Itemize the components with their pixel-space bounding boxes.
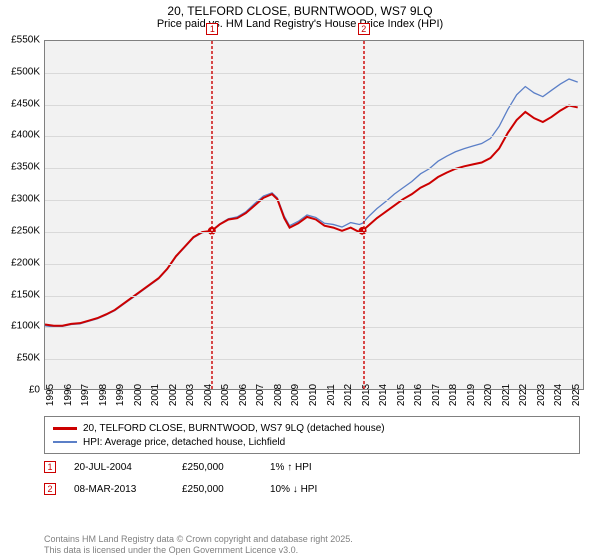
y-axis-label: £50K [0,353,40,364]
x-axis-label: 2005 [220,384,228,406]
x-axis-label: 2001 [150,384,158,406]
x-axis-label: 2004 [203,384,211,406]
plot-area: 1995199619971998199920002001200220032004… [44,40,584,390]
event-pct: 1% ↑ HPI [270,462,360,473]
title-line-2: Price paid vs. HM Land Registry's House … [0,18,600,32]
y-axis-label: £150K [0,289,40,300]
sale-band [211,41,213,389]
x-axis-label: 2019 [466,384,474,406]
y-axis-label: £200K [0,257,40,268]
x-axis-label: 2006 [238,384,246,406]
y-axis-label: £350K [0,162,40,173]
y-axis-label: £100K [0,321,40,332]
legend-swatch [53,441,77,443]
x-axis-label: 2015 [396,384,404,406]
legend-item-price-paid: 20, TELFORD CLOSE, BURNTWOOD, WS7 9LQ (d… [53,421,571,435]
event-date: 20-JUL-2004 [74,462,164,473]
legend-label: HPI: Average price, detached house, Lich… [83,437,285,448]
sale-marker-icon: 1 [206,23,218,35]
x-axis-label: 2016 [413,384,421,406]
event-marker-icon: 1 [44,461,56,473]
chart-svg [45,41,583,389]
x-axis-label: 2010 [308,384,316,406]
event-price: £250,000 [182,462,252,473]
x-axis-label: 2003 [185,384,193,406]
chart-container: 20, TELFORD CLOSE, BURNTWOOD, WS7 9LQ Pr… [0,0,600,560]
event-marker-icon: 2 [44,483,56,495]
x-axis-label: 2024 [553,384,561,406]
y-axis-label: £250K [0,225,40,236]
footer-line-1: Contains HM Land Registry data © Crown c… [44,534,353,545]
chart-area: 1995 1996 1997 1998 1999 2000 2001 2002 2003 2004… [44,40,584,410]
x-axis-label: 1996 [63,384,71,406]
legend-label: 20, TELFORD CLOSE, BURNTWOOD, WS7 9LQ (d… [83,423,385,434]
event-date: 08-MAR-2013 [74,484,164,495]
x-axis-label: 2007 [255,384,263,406]
y-axis-label: £300K [0,194,40,205]
x-axis-label: 2023 [536,384,544,406]
x-axis-label: 2018 [448,384,456,406]
y-axis-label: £450K [0,98,40,109]
legend-swatch [53,427,77,430]
y-axis-label: £550K [0,35,40,46]
event-price: £250,000 [182,484,252,495]
x-axis-label: 2014 [378,384,386,406]
series-line-hpi [45,79,578,327]
event-pct: 10% ↓ HPI [270,484,360,495]
x-axis-label: 1999 [115,384,123,406]
sale-marker-icon: 2 [358,23,370,35]
footer-line-2: This data is licensed under the Open Gov… [44,545,353,556]
x-axis-label: 2022 [518,384,526,406]
x-axis-label: 2012 [343,384,351,406]
event-row: 1 20-JUL-2004 £250,000 1% ↑ HPI [44,456,580,478]
x-axis-label: 1997 [80,384,88,406]
x-axis-label: 2011 [326,384,334,406]
y-axis-label: £500K [0,66,40,77]
x-axis-label: 2008 [273,384,281,406]
sale-band [363,41,365,389]
y-axis-label: £400K [0,130,40,141]
x-axis-label: 2025 [571,384,579,406]
legend-box: 20, TELFORD CLOSE, BURNTWOOD, WS7 9LQ (d… [44,416,580,454]
x-axis-label: 2020 [483,384,491,406]
x-axis-label: 1998 [98,384,106,406]
events-table: 1 20-JUL-2004 £250,000 1% ↑ HPI 2 08-MAR… [44,456,580,500]
legend-item-hpi: HPI: Average price, detached house, Lich… [53,435,571,449]
title-line-1: 20, TELFORD CLOSE, BURNTWOOD, WS7 9LQ [0,0,600,18]
x-axis-label: 2000 [133,384,141,406]
x-axis-label: 2002 [168,384,176,406]
event-row: 2 08-MAR-2013 £250,000 10% ↓ HPI [44,478,580,500]
x-axis-label: 2021 [501,384,509,406]
x-axis-label: 2009 [290,384,298,406]
x-axis-label: 1995 [45,384,53,406]
footer-attribution: Contains HM Land Registry data © Crown c… [44,534,353,556]
x-axis-label: 2017 [431,384,439,406]
y-axis-label: £0 [0,385,40,396]
